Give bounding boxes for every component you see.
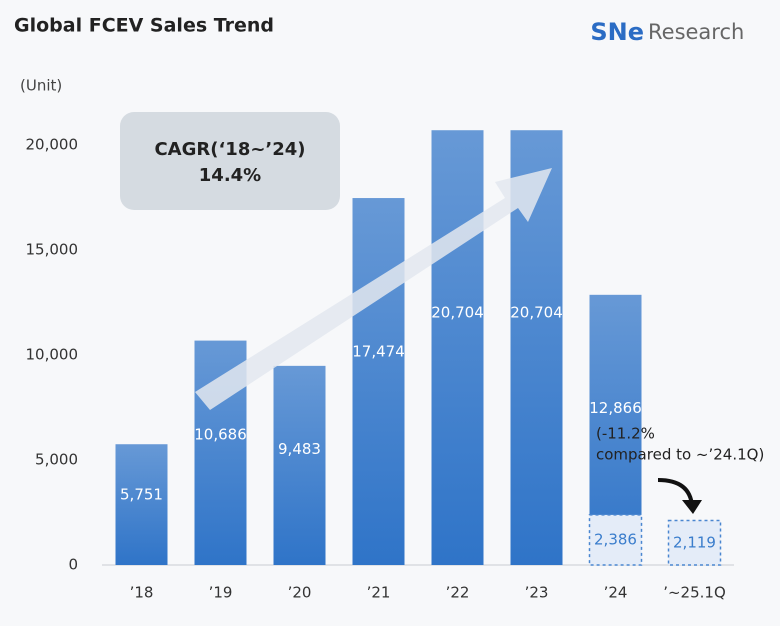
x-tick-label: ’24 [604,584,628,602]
partial-bar [667,519,722,566]
bar [273,365,326,565]
bar [115,444,168,565]
x-tick-label: ’19 [209,584,233,602]
y-tick-label: 15,000 [26,241,79,259]
value-label: 20,704 [510,303,563,321]
value-label: 10,686 [194,425,247,443]
value-label: 5,751 [120,485,163,503]
value-label: 17,474 [352,343,405,361]
x-tick-label: ’21 [367,584,391,602]
bar [431,130,484,565]
x-tick-label: ’~25.1Q [663,584,726,602]
down-arrow-head [682,500,702,514]
value-label: 2,386 [594,530,637,548]
cagr-value: 14.4% [199,165,261,186]
y-tick-label: 5,000 [35,451,78,469]
trend-arrow [195,168,552,410]
logo-name: Research [648,20,744,44]
bar [352,198,405,565]
value-label: 2,119 [673,533,716,551]
chart-title: Global FCEV Sales Trend [14,15,274,37]
x-tick-label: ’23 [525,584,549,602]
y-tick-label: 10,000 [26,346,79,364]
change-line1: (-11.2% [596,425,655,443]
x-tick-label: ’22 [446,584,470,602]
value-label: 20,704 [431,303,484,321]
value-label: 9,483 [278,440,321,458]
y-tick-label: 0 [68,556,78,574]
cagr-label: CAGR(‘18~’24) [154,139,305,160]
x-tick-label: ’20 [288,584,312,602]
partial-bar [588,514,643,566]
y-tick-label: 20,000 [26,136,79,154]
y-axis-label: (Unit) [20,77,62,95]
x-tick-label: ’18 [130,584,154,602]
cagr-box [120,112,340,210]
change-line2: compared to ~’24.1Q) [596,446,764,464]
logo-brand: SNe [590,18,644,46]
value-label: 12,866 [589,399,642,417]
